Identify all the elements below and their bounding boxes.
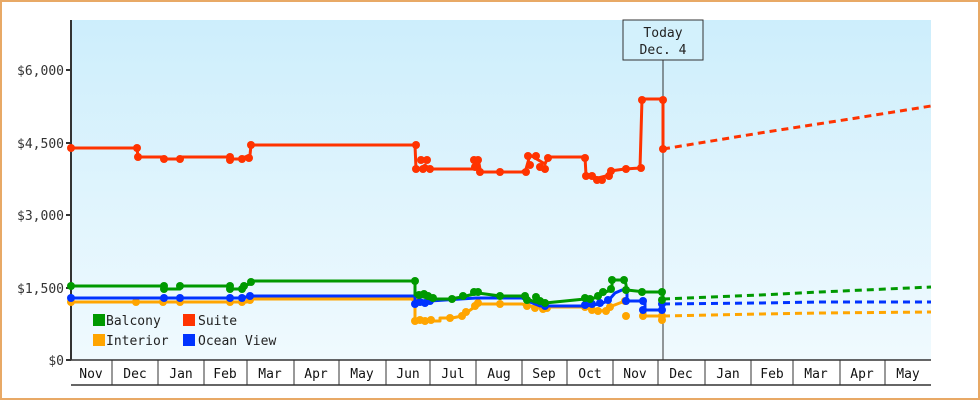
month-label: Jun <box>396 367 419 382</box>
legend-label: Balcony <box>106 314 161 329</box>
month-label: May <box>350 367 374 382</box>
month-label: May <box>896 367 920 382</box>
series-suite <box>67 96 932 184</box>
ocean-view-swatch-icon <box>183 334 195 346</box>
legend-label: Suite <box>198 314 237 329</box>
month-label: Nov <box>623 367 647 382</box>
y-tick-label: $1,500 <box>17 282 64 297</box>
month-label: Mar <box>804 367 828 382</box>
month-label: Jan <box>716 367 739 382</box>
month-label: Mar <box>258 367 282 382</box>
plot-area <box>71 20 931 360</box>
today-label-line2: Dec. 4 <box>640 43 687 58</box>
series-balcony <box>67 276 932 307</box>
month-label: Jan <box>169 367 192 382</box>
month-label: Dec <box>123 367 146 382</box>
legend-label: Interior <box>106 334 169 349</box>
x-axis: Nov Dec Jan Feb Mar Apr May Jun Jul Aug … <box>71 359 931 386</box>
month-label: Nov <box>79 367 103 382</box>
suite-swatch-icon <box>183 314 195 326</box>
month-label: Sep <box>532 367 556 382</box>
y-tick-label: $3,000 <box>17 209 64 224</box>
today-label-box <box>622 19 704 61</box>
y-tick-label: $0 <box>48 354 64 369</box>
balcony-swatch-icon <box>93 314 105 326</box>
month-label: Feb <box>213 367 237 382</box>
month-label: Jul <box>441 367 464 382</box>
legend-item-ocean-view[interactable]: Ocean View <box>183 334 276 349</box>
legend: Balcony Suite Interior Ocean View <box>93 314 276 349</box>
legend-item-suite[interactable]: Suite <box>183 314 237 329</box>
y-ticks: $6,000 $4,500 $3,000 $1,500 $0 <box>17 64 71 369</box>
y-tick-label: $4,500 <box>17 137 64 152</box>
month-label: Aug <box>487 367 510 382</box>
legend-label: Ocean View <box>198 334 276 349</box>
today-label-line1: Today <box>643 26 682 41</box>
legend-item-interior[interactable]: Interior <box>93 334 169 349</box>
y-tick-label: $6,000 <box>17 64 64 79</box>
month-label: Apr <box>304 367 328 382</box>
month-label: Feb <box>760 367 784 382</box>
legend-item-balcony[interactable]: Balcony <box>93 314 161 329</box>
month-label: Oct <box>578 367 601 382</box>
month-label: Apr <box>850 367 874 382</box>
interior-swatch-icon <box>93 334 105 346</box>
month-label: Dec <box>669 367 692 382</box>
